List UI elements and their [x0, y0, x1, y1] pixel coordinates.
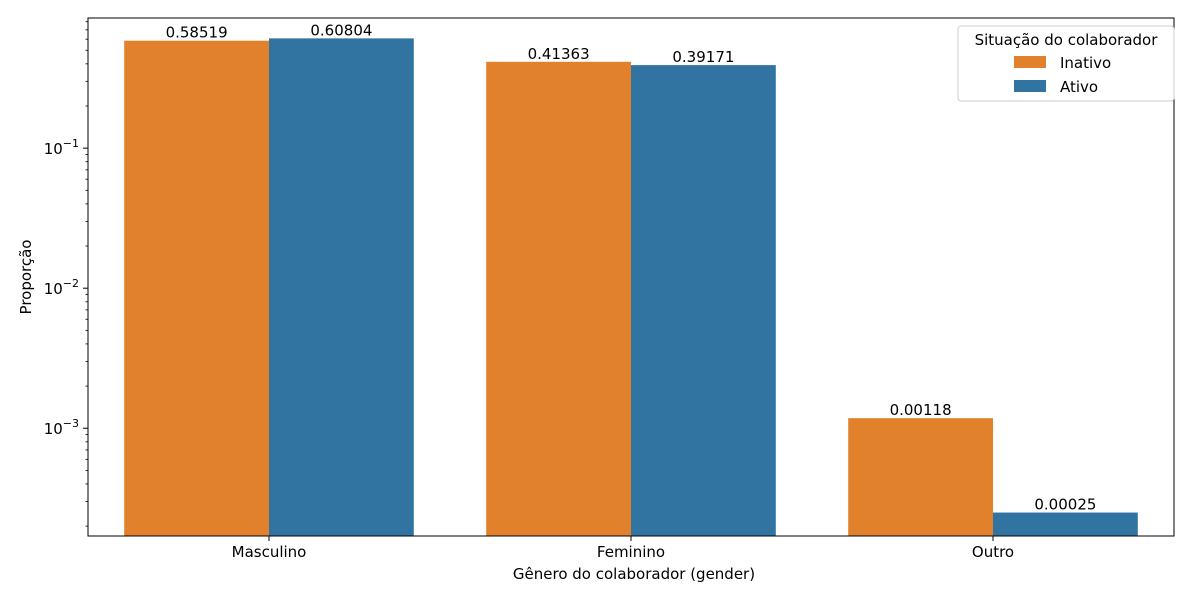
bar-ativo-feminino — [631, 65, 776, 537]
y-axis-title: Proporção — [17, 240, 35, 315]
legend-box — [957, 25, 1175, 102]
y-tick-label: 10−2 — [44, 277, 79, 298]
legend: Situação do colaborador Inativo Ativo — [957, 25, 1175, 102]
bar-ativo-outro — [993, 512, 1138, 536]
bar-inativo-feminino — [486, 61, 631, 536]
x-axis-title: Gênero do colaborador (gender) — [513, 565, 755, 583]
legend-swatch-inativo — [1014, 56, 1046, 68]
data-label-inativo-masculino: 0.58519 — [166, 24, 228, 42]
legend-label-ativo: Ativo — [1060, 78, 1098, 96]
x-tick-label: Masculino — [232, 543, 307, 561]
legend-swatch-ativo — [1014, 80, 1046, 92]
x-tick-label: Outro — [972, 543, 1014, 561]
y-tick-label: 10−1 — [44, 137, 79, 158]
data-label-ativo-feminino: 0.39171 — [672, 48, 734, 66]
legend-title: Situação do colaborador — [975, 31, 1159, 49]
bar-inativo-outro — [848, 418, 993, 536]
data-label-inativo-outro: 0.00118 — [890, 401, 952, 419]
data-label-inativo-feminino: 0.41363 — [528, 45, 590, 63]
bar-inativo-masculino — [124, 40, 269, 537]
plot-frame — [87, 17, 1175, 537]
bar-ativo-masculino — [269, 38, 414, 537]
data-label-ativo-masculino: 0.60804 — [310, 21, 372, 39]
x-tick-label: Feminino — [597, 543, 665, 561]
legend-label-inativo: Inativo — [1060, 54, 1111, 72]
y-tick-label: 10−3 — [44, 417, 79, 438]
data-label-ativo-outro: 0.00025 — [1034, 496, 1096, 514]
